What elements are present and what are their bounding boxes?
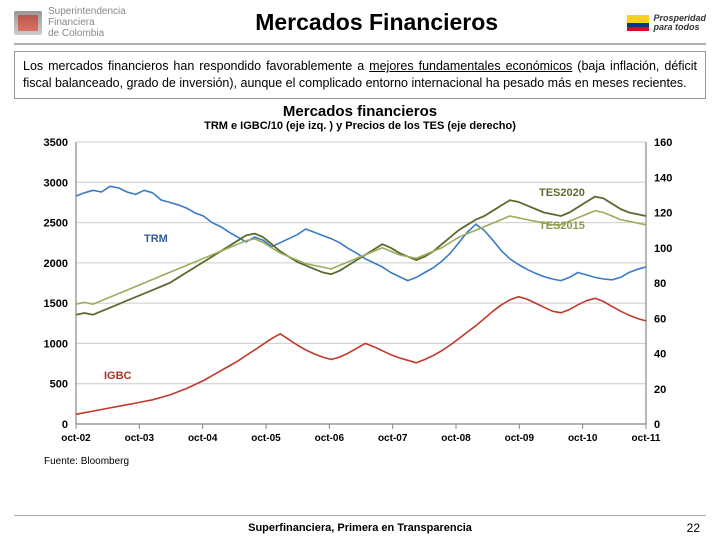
svg-text:oct-11: oct-11 xyxy=(632,433,661,444)
svg-text:40: 40 xyxy=(654,348,666,360)
svg-text:160: 160 xyxy=(654,137,672,149)
description-box: Los mercados financieros han respondido … xyxy=(14,51,706,99)
svg-text:140: 140 xyxy=(654,172,672,184)
svg-text:60: 60 xyxy=(654,313,666,325)
chart-svg: 0 500 1000 1500 2000 2500 3000 3500 0 20 40 60 80 100… xyxy=(14,134,706,454)
svg-text:oct-08: oct-08 xyxy=(441,433,471,444)
svg-text:80: 80 xyxy=(654,278,666,290)
svg-text:oct-03: oct-03 xyxy=(125,433,155,444)
svg-text:oct-07: oct-07 xyxy=(378,433,408,444)
chart-title: Mercados financieros xyxy=(14,103,706,120)
desc-pre: Los mercados financieros han respondido … xyxy=(23,59,369,73)
svg-text:100: 100 xyxy=(654,243,672,255)
colombia-flag-icon xyxy=(627,15,649,31)
svg-text:0: 0 xyxy=(654,419,660,431)
superfinanciera-logo-icon xyxy=(14,11,42,35)
svg-text:TES2015: TES2015 xyxy=(539,220,585,232)
chart-area: Mercados financieros TRM e IGBC/10 (eje … xyxy=(14,103,706,467)
logo-left-text: Superintendencia Financiera de Colombia xyxy=(48,6,126,39)
svg-text:0: 0 xyxy=(62,419,68,431)
svg-text:oct-09: oct-09 xyxy=(505,433,535,444)
prosperidad-text: Prosperidad para todos xyxy=(653,14,706,32)
svg-text:oct-10: oct-10 xyxy=(568,433,598,444)
svg-text:120: 120 xyxy=(654,207,672,219)
svg-text:oct-02: oct-02 xyxy=(61,433,91,444)
logo-line1: Superintendencia xyxy=(48,6,126,17)
header-divider xyxy=(14,43,706,45)
svg-text:20: 20 xyxy=(654,384,666,396)
chart-wrap: 0 500 1000 1500 2000 2500 3000 3500 0 20 40 60 80 100… xyxy=(14,134,706,454)
svg-text:IGBC: IGBC xyxy=(104,370,132,382)
page-title: Mercados Financieros xyxy=(255,9,498,36)
svg-text:TRM: TRM xyxy=(144,233,168,245)
header: Superintendencia Financiera de Colombia … xyxy=(0,0,720,41)
svg-text:1000: 1000 xyxy=(44,338,68,350)
footer-divider xyxy=(14,515,706,516)
footer-text: Superfinanciera, Primera en Transparenci… xyxy=(248,522,472,534)
svg-text:1500: 1500 xyxy=(44,298,68,310)
svg-text:3000: 3000 xyxy=(44,177,68,189)
chart-source: Fuente: Bloomberg xyxy=(44,456,706,467)
desc-underlined: mejores fundamentales económicos xyxy=(369,59,572,73)
svg-text:oct-06: oct-06 xyxy=(315,433,345,444)
footer: Superfinanciera, Primera en Transparenci… xyxy=(0,522,720,534)
svg-text:oct-04: oct-04 xyxy=(188,433,218,444)
svg-text:2500: 2500 xyxy=(44,217,68,229)
svg-text:oct-05: oct-05 xyxy=(251,433,281,444)
logo-left: Superintendencia Financiera de Colombia xyxy=(14,6,126,39)
svg-text:500: 500 xyxy=(50,378,68,390)
logo-line2: Financiera xyxy=(48,17,126,28)
svg-text:2000: 2000 xyxy=(44,258,68,270)
svg-text:TES2020: TES2020 xyxy=(539,187,585,199)
page-number: 22 xyxy=(687,521,700,535)
logo-right: Prosperidad para todos xyxy=(627,14,706,32)
logo-line3: de Colombia xyxy=(48,28,126,39)
chart-subtitle: TRM e IGBC/10 (eje izq. ) y Precios de l… xyxy=(14,120,706,132)
svg-text:3500: 3500 xyxy=(44,137,68,149)
